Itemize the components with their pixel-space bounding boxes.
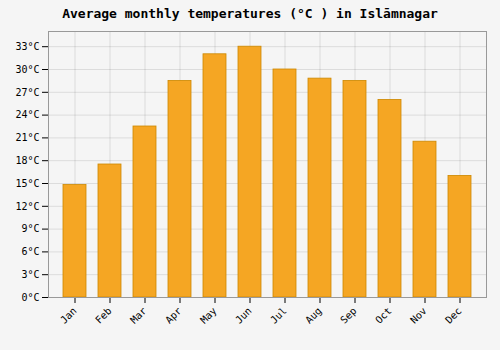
svg-text:Nov: Nov — [408, 305, 429, 326]
svg-text:Aug: Aug — [303, 305, 324, 326]
svg-text:Feb: Feb — [93, 305, 114, 326]
svg-text:15°C: 15°C — [15, 178, 39, 189]
svg-text:May: May — [198, 305, 219, 326]
svg-text:Apr: Apr — [163, 305, 184, 326]
svg-text:27°C: 27°C — [15, 87, 39, 98]
svg-text:21°C: 21°C — [15, 132, 39, 143]
svg-text:18°C: 18°C — [15, 155, 39, 166]
html-text:Average monthly temperatures (: Average monthly temperatures (°C ) in Is… — [62, 6, 438, 21]
svg-text:24°C: 24°C — [15, 109, 39, 120]
svg-text:Dec: Dec — [443, 305, 464, 326]
svg-text:9°C: 9°C — [21, 223, 39, 234]
svg-text:Jul: Jul — [268, 305, 289, 326]
svg-text:3°C: 3°C — [21, 269, 39, 280]
svg-text:Jun: Jun — [233, 305, 254, 326]
svg-text:12°C: 12°C — [15, 201, 39, 212]
svg-text:Oct: Oct — [373, 305, 394, 326]
svg-text:0°C: 0°C — [21, 292, 39, 303]
svg-text:30°C: 30°C — [15, 64, 39, 75]
svg-text:Sep: Sep — [338, 305, 359, 326]
svg-text:Mar: Mar — [128, 305, 149, 326]
svg-text:Jan: Jan — [58, 305, 79, 326]
svg-text:33°C: 33°C — [15, 41, 39, 52]
svg-text:6°C: 6°C — [21, 246, 39, 257]
